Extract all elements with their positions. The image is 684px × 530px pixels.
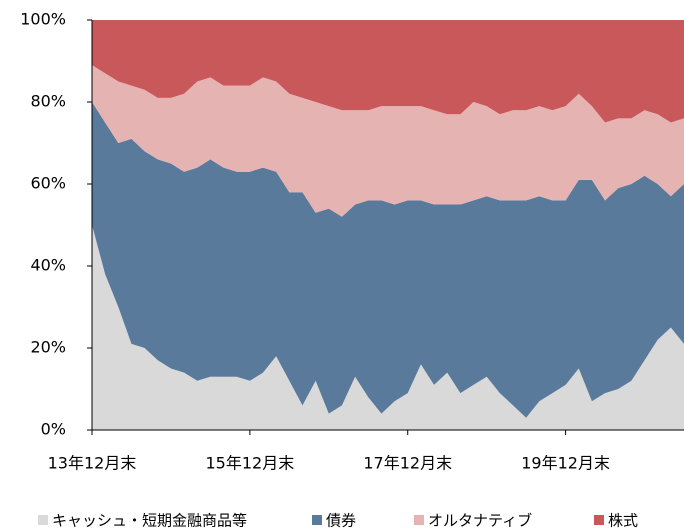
y-tick-label: 40% <box>30 256 66 275</box>
legend-swatch <box>414 515 424 525</box>
y-tick-label: 100% <box>20 10 66 29</box>
legend-swatch <box>38 515 48 525</box>
area <box>92 20 684 123</box>
legend-label: 株式 <box>608 512 638 530</box>
y-tick-label: 20% <box>30 338 66 357</box>
y-tick-label: 0% <box>41 420 66 439</box>
y-tick-label: 60% <box>30 174 66 193</box>
legend-swatch <box>594 515 604 525</box>
y-tick-label: 80% <box>30 92 66 111</box>
area <box>92 225 684 430</box>
area <box>92 102 684 418</box>
legend-label: オルタナティブ <box>428 512 532 530</box>
x-tick-label: 17年12月末 <box>363 454 452 473</box>
legend-label: 債券 <box>326 512 356 530</box>
x-tick-label: 13年12月末 <box>48 454 137 473</box>
area <box>92 65 684 217</box>
x-tick-label: 19年12月末 <box>521 454 610 473</box>
legend-label: キャッシュ・短期金融商品等 <box>52 512 247 530</box>
x-tick-label: 15年12月末 <box>205 454 294 473</box>
legend-swatch <box>312 515 322 525</box>
